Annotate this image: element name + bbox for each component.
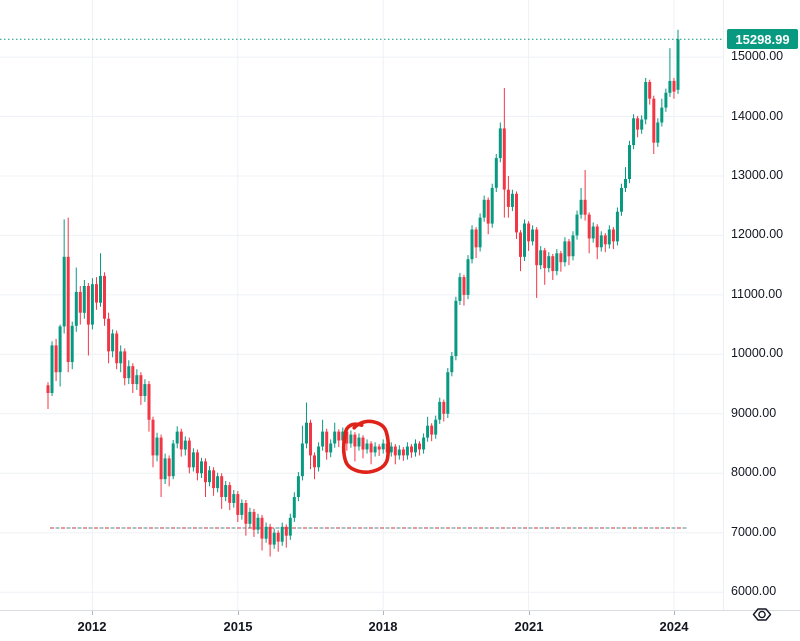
price-axis-label: 7000.00	[731, 525, 777, 539]
time-axis-label: 2015	[223, 619, 253, 634]
price-axis-label: 10000.00	[731, 346, 784, 360]
time-axis-label: 2012	[77, 619, 107, 634]
price-axis-label: 15000.00	[731, 49, 784, 63]
eye-icon-glyph	[752, 608, 772, 621]
time-axis-label: 2018	[368, 619, 398, 634]
time-axis-tick	[92, 611, 93, 615]
grid	[0, 0, 723, 610]
time-axis-label: 2021	[514, 619, 544, 634]
last-price-badge: 15298.99	[727, 29, 798, 49]
price-axis-label: 9000.00	[731, 406, 777, 420]
price-axis-label: 14000.00	[731, 109, 784, 123]
eye-icon[interactable]	[750, 605, 774, 625]
price-axis[interactable]: 15298.99 15000.00 14000.00 13000.00 12000.0…	[723, 0, 800, 610]
price-axis-label: 8000.00	[731, 465, 777, 479]
last-price-value: 15298.99	[735, 31, 790, 47]
time-axis-tick	[529, 611, 530, 615]
time-axis-tick	[383, 611, 384, 615]
price-axis-label: 6000.00	[731, 584, 777, 598]
price-axis-label: 11000.00	[731, 287, 783, 301]
time-axis-label: 2024	[659, 619, 689, 634]
price-axis-label: 12000.00	[731, 227, 784, 241]
candles-series	[46, 29, 680, 557]
time-axis-tick	[238, 611, 239, 615]
time-axis[interactable]: 2012 2015 2018 2021 2024	[0, 610, 800, 641]
price-axis-label: 13000.00	[731, 168, 784, 182]
time-axis-tick	[674, 611, 675, 615]
chart-plot-area[interactable]	[0, 0, 723, 610]
annotation-circle[interactable]	[341, 419, 391, 474]
